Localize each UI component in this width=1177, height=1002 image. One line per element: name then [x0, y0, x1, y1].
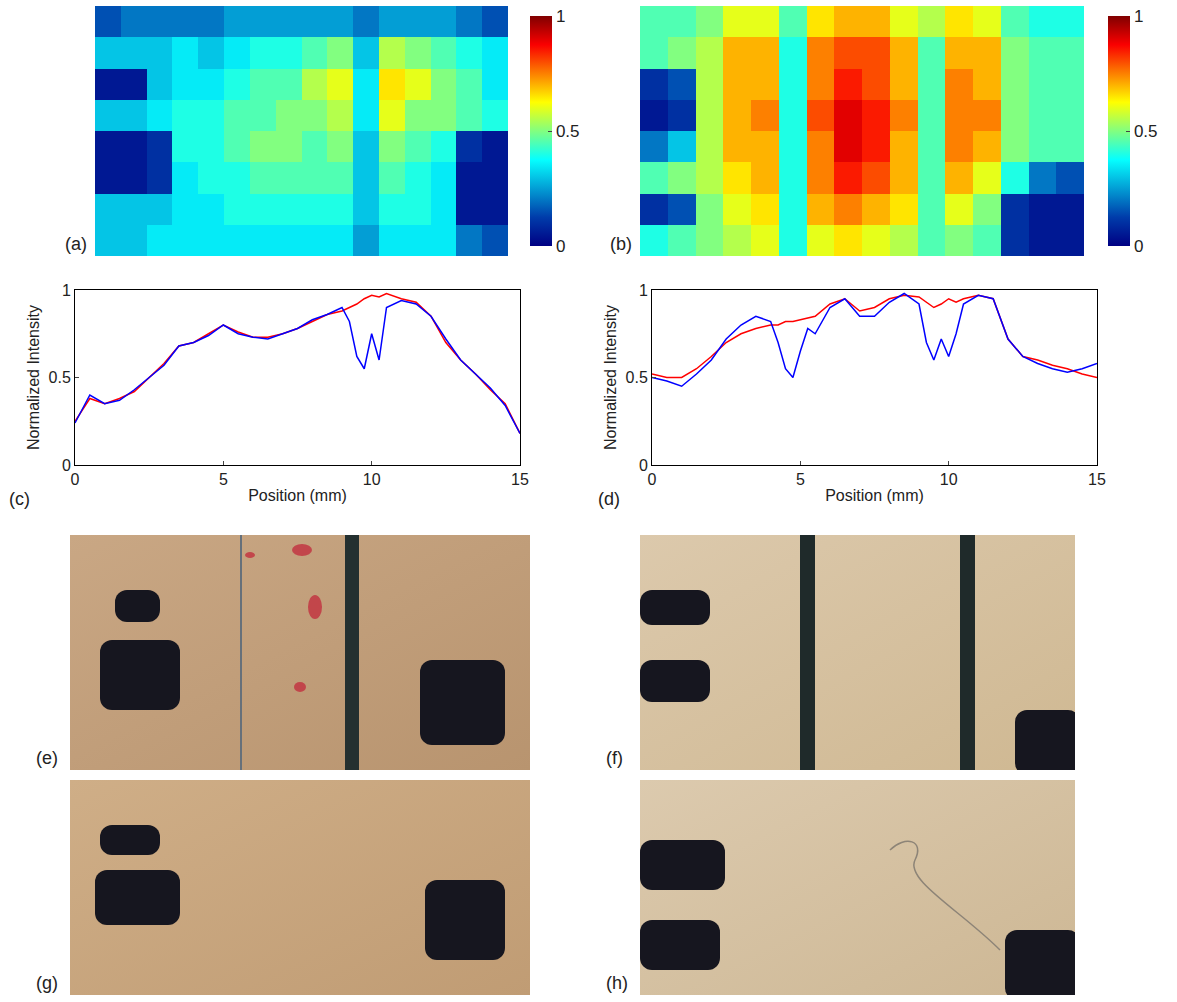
html-text:(h): (h): [606, 973, 628, 993]
svg-text:5: 5: [796, 471, 805, 488]
svg-text:Normalized Intensity: Normalized Intensity: [602, 305, 619, 450]
svg-text:(a): (a): [65, 234, 87, 254]
svg-text:10: 10: [363, 471, 381, 488]
svg-text:0.5: 0.5: [626, 369, 648, 386]
svg-text:Normalized Intensity: Normalized Intensity: [25, 305, 42, 450]
svg-text:1: 1: [62, 282, 71, 299]
html-text:(g): (g): [36, 973, 58, 993]
svg-text:(d): (d): [598, 489, 620, 509]
svg-text:0: 0: [71, 471, 80, 488]
svg-text:0: 0: [1134, 237, 1143, 256]
svg-text:1: 1: [1134, 7, 1143, 26]
svg-text:(b): (b): [610, 234, 632, 254]
html-text:(f): (f): [606, 748, 623, 768]
svg-text:0.5: 0.5: [556, 122, 580, 141]
html-text:(e): (e): [36, 748, 58, 768]
svg-text:0: 0: [639, 457, 648, 474]
svg-text:0.5: 0.5: [49, 369, 71, 386]
svg-text:(c): (c): [9, 489, 30, 509]
svg-text:1: 1: [639, 282, 648, 299]
svg-text:0: 0: [62, 457, 71, 474]
svg-text:Position (mm): Position (mm): [825, 487, 924, 504]
svg-text:0: 0: [648, 471, 657, 488]
svg-text:5: 5: [219, 471, 228, 488]
svg-text:0: 0: [556, 237, 565, 256]
svg-text:1: 1: [556, 7, 565, 26]
svg-text:15: 15: [511, 471, 529, 488]
svg-text:0.5: 0.5: [1134, 122, 1158, 141]
svg-text:15: 15: [1088, 471, 1106, 488]
svg-text:Position (mm): Position (mm): [248, 487, 347, 504]
svg-text:10: 10: [940, 471, 958, 488]
